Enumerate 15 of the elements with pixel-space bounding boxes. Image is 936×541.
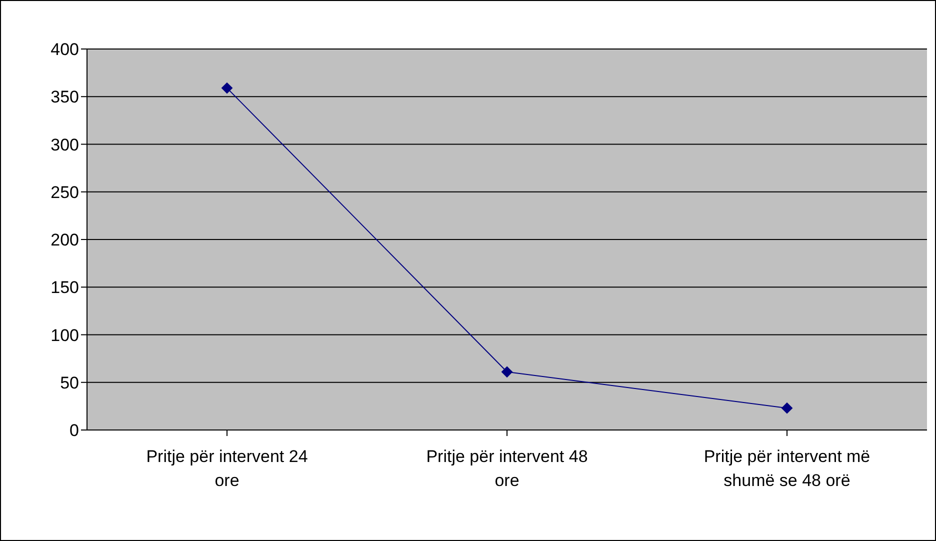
y-tick-label: 200 <box>50 230 79 250</box>
y-tick-label: 250 <box>50 182 79 202</box>
y-tick-label: 400 <box>50 40 79 60</box>
point <box>222 82 232 94</box>
point <box>782 402 792 414</box>
x-tick-label: Pritje për intervent më shumë se 48 orë <box>704 447 870 490</box>
y-tick-label: 50 <box>60 373 79 392</box>
y-tick-label: 100 <box>50 326 79 345</box>
y-tick-label: 300 <box>50 135 79 154</box>
y-tick-label: 150 <box>50 278 79 298</box>
y-tick-label: 350 <box>50 88 79 107</box>
x-tick-label: Pritje për intervent 24 ore <box>146 447 308 490</box>
y-tick-label: 0 <box>70 421 79 440</box>
point <box>502 366 512 378</box>
x-tick-label: Pritje për intervent 48 ore <box>426 447 588 490</box>
